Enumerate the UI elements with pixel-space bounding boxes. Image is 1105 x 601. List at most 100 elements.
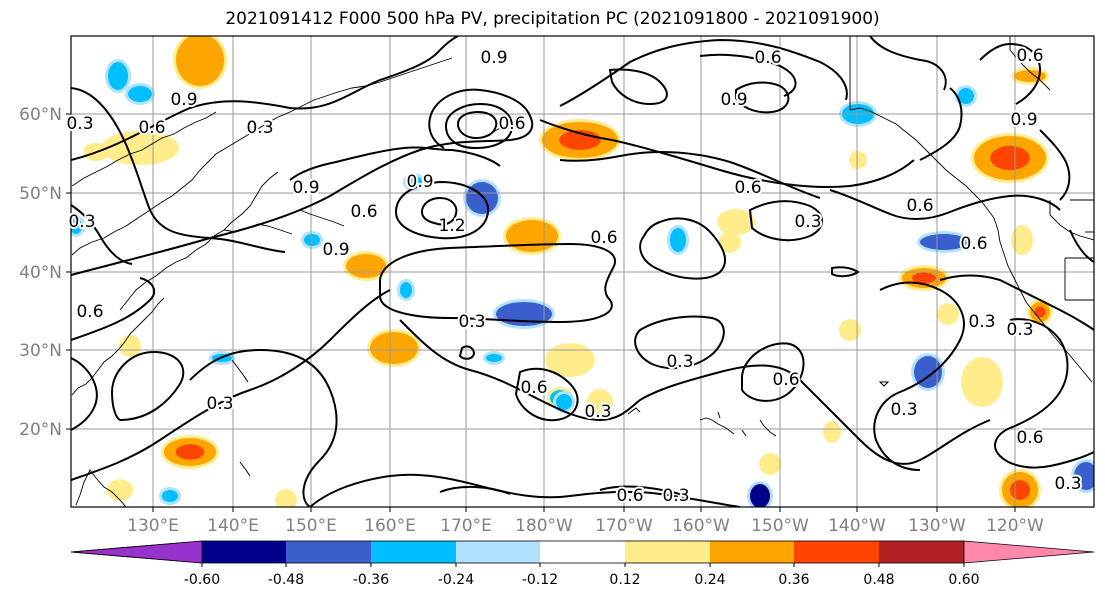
latitude-label: 30°N	[19, 341, 62, 361]
precip-neg-patch	[406, 176, 422, 188]
precip-patch-core	[1034, 306, 1046, 318]
longitude-label: 140°E	[207, 516, 259, 536]
contour-label: 0.9	[720, 90, 747, 110]
contour-label: 0.6	[498, 114, 525, 134]
precip-neg-patch	[670, 228, 686, 252]
contour-label: 0.6	[754, 48, 781, 68]
precip-neg-patch	[128, 86, 152, 102]
colorbar-segment	[879, 541, 964, 563]
colorbar-segment	[456, 541, 540, 563]
latitude-labels: 60°N 50°N 40°N 30°N 20°N	[19, 105, 71, 440]
contour-label: 0.3	[66, 114, 93, 134]
precip-patch	[852, 154, 864, 166]
contour-label: 0.3	[666, 352, 693, 372]
precip-patch	[278, 492, 294, 507]
latitude-label: 60°N	[19, 105, 62, 125]
colorbar-tick-label: -0.12	[522, 572, 558, 588]
contour-label: 0.6	[734, 178, 761, 198]
contour-label: 0.3	[890, 400, 917, 420]
contour-label: 0.6	[1016, 46, 1043, 66]
precip-neg-patch	[304, 234, 320, 246]
colorbar-tick-label: -0.48	[268, 572, 304, 588]
precip-patch	[964, 360, 1000, 404]
colorbar-segment	[625, 541, 710, 563]
contour-label: 0.3	[68, 212, 95, 232]
precip-patch	[346, 254, 386, 278]
precip-patch	[370, 332, 418, 364]
colorbar: -0.60 -0.48 -0.36 -0.24 -0.12 0.12 0.24 0.36 0.4…	[70, 540, 1095, 588]
contour-label: 0.9	[322, 240, 349, 260]
precip-patch	[506, 220, 558, 252]
precip-patch	[122, 338, 138, 354]
chart-title-container: 2021091412 F000 500 hPa PV, precipitatio…	[0, 0, 1105, 34]
precip-patch	[590, 392, 610, 412]
colorbar-tick-label: 0.36	[778, 572, 809, 588]
contour-label: 0.6	[772, 370, 799, 390]
precip-neg-patch	[1074, 462, 1094, 490]
precip-patch	[940, 306, 956, 322]
contour-label: 1.2	[438, 216, 465, 236]
contour-label: 0.6	[906, 196, 933, 216]
colorbar-segment	[286, 541, 371, 563]
contour-label: 0.3	[584, 402, 611, 422]
precip-neg-patch	[750, 484, 770, 507]
pv-contours	[71, 36, 1094, 507]
colorbar-tick-label: 0.24	[694, 572, 725, 588]
contour-label: 0.3	[246, 118, 273, 138]
latitude-label: 50°N	[19, 184, 62, 204]
colorbar-tick-label: 0.48	[863, 572, 894, 588]
contour-label: 0.3	[794, 212, 821, 232]
contour-label-layer: 0.9 0.60.3 0.60.90.30.9 0.90.61.20.90.60.60…	[64, 44, 1083, 508]
colorbar-extend-low-fill	[70, 540, 203, 564]
precip-neg-patch	[486, 354, 502, 362]
colorbar-extend-high	[963, 540, 1095, 564]
contour-label: 0.6	[520, 378, 547, 398]
longitude-labels: 130°E 140°E 150°E 160°E 170°E 180°W 170°W 160°W…	[127, 507, 1044, 536]
colorbar-tick-label: -0.24	[438, 572, 474, 588]
longitude-label: 130°W	[908, 516, 966, 536]
colorbar-tick-label: -0.36	[353, 572, 389, 588]
contour-label: 0.6	[616, 486, 643, 506]
precip-patch	[1014, 228, 1030, 252]
precip-patch	[842, 322, 858, 338]
colorbar-tick-label: -0.60	[184, 572, 220, 588]
precip-patch	[720, 212, 752, 232]
latitude-label: 40°N	[19, 263, 62, 283]
contour-label: 0.9	[170, 90, 197, 110]
precipitation-patches	[71, 36, 1094, 507]
longitude-label: 170°E	[440, 516, 492, 536]
precip-patch	[826, 424, 838, 440]
contour-label: 0.9	[1010, 110, 1037, 130]
precip-patch-core	[175, 444, 205, 460]
longitude-label: 160°E	[364, 516, 416, 536]
colorbar-segment	[794, 541, 879, 563]
contour-label: 0.6	[960, 234, 987, 254]
contour-label: 0.3	[458, 312, 485, 332]
precip-neg-patch	[920, 234, 968, 250]
longitude-label: 180°W	[515, 516, 573, 536]
precip-patch	[176, 36, 224, 86]
contour-label: 0.3	[1006, 320, 1033, 340]
precip-neg-patch	[400, 282, 412, 298]
contour-label: 0.3	[662, 486, 689, 506]
precip-patch-core	[911, 272, 937, 284]
colorbar-segment	[202, 541, 286, 563]
contour-label: 0.3	[968, 312, 995, 332]
contour-label: 0.6	[590, 228, 617, 248]
precip-neg-patch	[162, 490, 178, 502]
precip-neg-patch	[466, 182, 498, 214]
longitude-label: 150°W	[751, 516, 809, 536]
colorbar-segment	[710, 541, 794, 563]
contour-label: 0.6	[76, 302, 103, 322]
latitude-label: 20°N	[19, 420, 62, 440]
chart-title: 2021091412 F000 500 hPa PV, precipitatio…	[225, 9, 880, 29]
contour-label: 0.6	[138, 118, 165, 138]
precip-patch	[104, 134, 176, 162]
contour-label: 0.6	[350, 202, 377, 222]
islands	[231, 359, 890, 477]
longitude-label: 130°E	[127, 516, 179, 536]
contour-label: 0.9	[480, 48, 507, 68]
colorbar-segment	[540, 541, 625, 563]
longitude-label: 120°W	[986, 516, 1044, 536]
contour-label: 0.9	[292, 178, 319, 198]
